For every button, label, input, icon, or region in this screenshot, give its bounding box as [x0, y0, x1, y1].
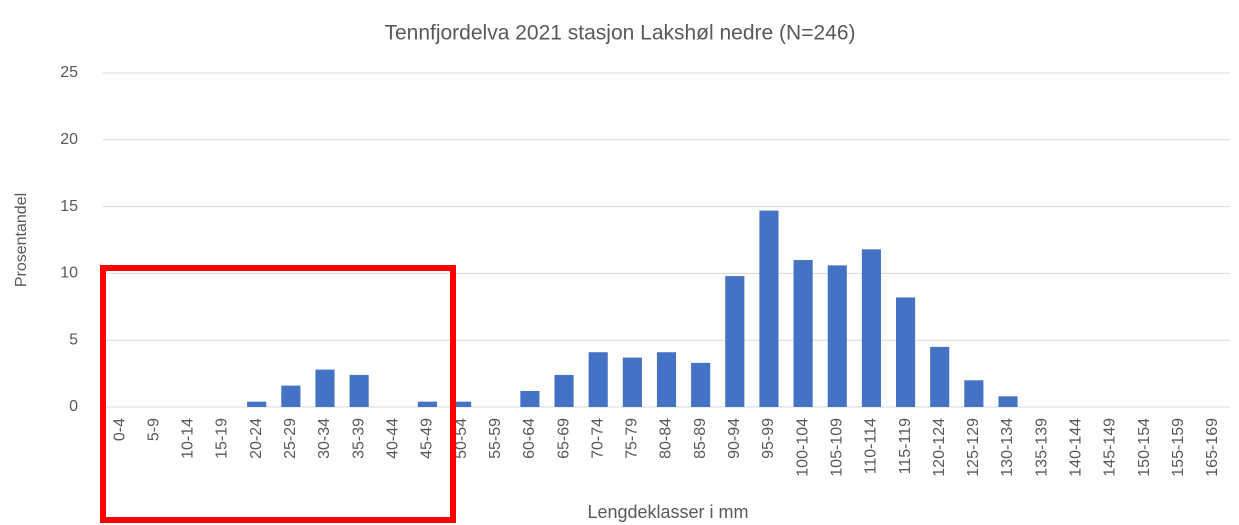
y-tick-label: 0 — [69, 398, 78, 415]
x-tick-label: 110-114 — [863, 418, 880, 474]
bar — [998, 396, 1018, 407]
y-tick-label: 15 — [60, 198, 78, 215]
bar — [930, 346, 950, 407]
x-tick-label: 140-144 — [1068, 418, 1085, 477]
x-tick-label: 115-119 — [897, 418, 914, 474]
bar — [554, 374, 574, 407]
x-tick-label: 145-149 — [1102, 418, 1119, 477]
bar — [622, 357, 642, 407]
x-tick-label: 150-154 — [1136, 418, 1153, 477]
x-tick-label: 80-84 — [658, 418, 675, 459]
x-axis-label: Lengdeklasser i mm — [587, 502, 748, 522]
x-tick-label: 90-94 — [726, 418, 743, 459]
x-tick-label: 105-109 — [828, 418, 845, 477]
bar — [691, 362, 711, 407]
bar — [725, 276, 745, 407]
x-tick-label: 5-9 — [145, 418, 162, 441]
x-tick-label: 25-29 — [282, 418, 299, 459]
y-tick-label: 20 — [60, 131, 78, 148]
y-axis-label: Prosentandel — [13, 193, 30, 287]
x-tick-label: 65-69 — [555, 418, 572, 459]
x-tick-label: 10-14 — [180, 418, 197, 459]
x-tick-label: 50-54 — [453, 418, 470, 459]
bar — [452, 401, 472, 407]
bar — [759, 210, 779, 407]
x-tick-label: 135-139 — [1033, 418, 1050, 477]
x-tick-label: 125-129 — [965, 418, 982, 477]
x-tick-label: 15-19 — [214, 418, 231, 459]
x-tick-label: 130-134 — [999, 418, 1016, 477]
plot: 0 5 10 15 20 25 0-4 5-9 10-14 15-19 20-24 25-29 30-3… — [60, 64, 1230, 477]
bar — [964, 380, 984, 407]
x-tick-label: 75-79 — [624, 418, 641, 459]
x-tick-label: 85-89 — [692, 418, 709, 459]
x-tick-label: 120-124 — [931, 418, 948, 477]
bar — [895, 297, 916, 407]
y-tick-label: 10 — [60, 265, 78, 282]
y-tick-label: 25 — [60, 64, 78, 81]
chart-title: Tennfjordelva 2021 stasjon Lakshøl nedre… — [384, 22, 855, 45]
x-tick-label: 70-74 — [589, 418, 606, 459]
x-tick-label: 40-44 — [385, 418, 402, 459]
x-tick-label: 100-104 — [794, 418, 811, 477]
x-tick-label: 155-159 — [1170, 418, 1187, 477]
bar — [520, 390, 540, 407]
bar — [349, 374, 369, 407]
x-tick-label: 0-4 — [111, 418, 128, 441]
bar — [417, 401, 438, 407]
x-tick-label: 165-169 — [1204, 418, 1221, 477]
x-tick-label: 35-39 — [350, 418, 367, 459]
x-tick-label: 45-49 — [419, 418, 436, 459]
bar — [247, 401, 267, 407]
bar — [827, 265, 847, 407]
x-tick-label: 60-64 — [521, 418, 538, 459]
bar — [861, 249, 881, 407]
bar — [588, 352, 608, 407]
bar — [281, 385, 301, 407]
x-tick-label: 30-34 — [316, 418, 333, 459]
highlight-box — [100, 265, 456, 523]
x-tick-label: 20-24 — [248, 418, 265, 459]
x-tick-label: 55-59 — [487, 418, 504, 459]
bar — [793, 260, 813, 407]
x-tick-label: 95-99 — [760, 418, 777, 459]
bar — [315, 369, 335, 407]
y-tick-label: 5 — [69, 331, 78, 348]
bar — [656, 352, 677, 407]
